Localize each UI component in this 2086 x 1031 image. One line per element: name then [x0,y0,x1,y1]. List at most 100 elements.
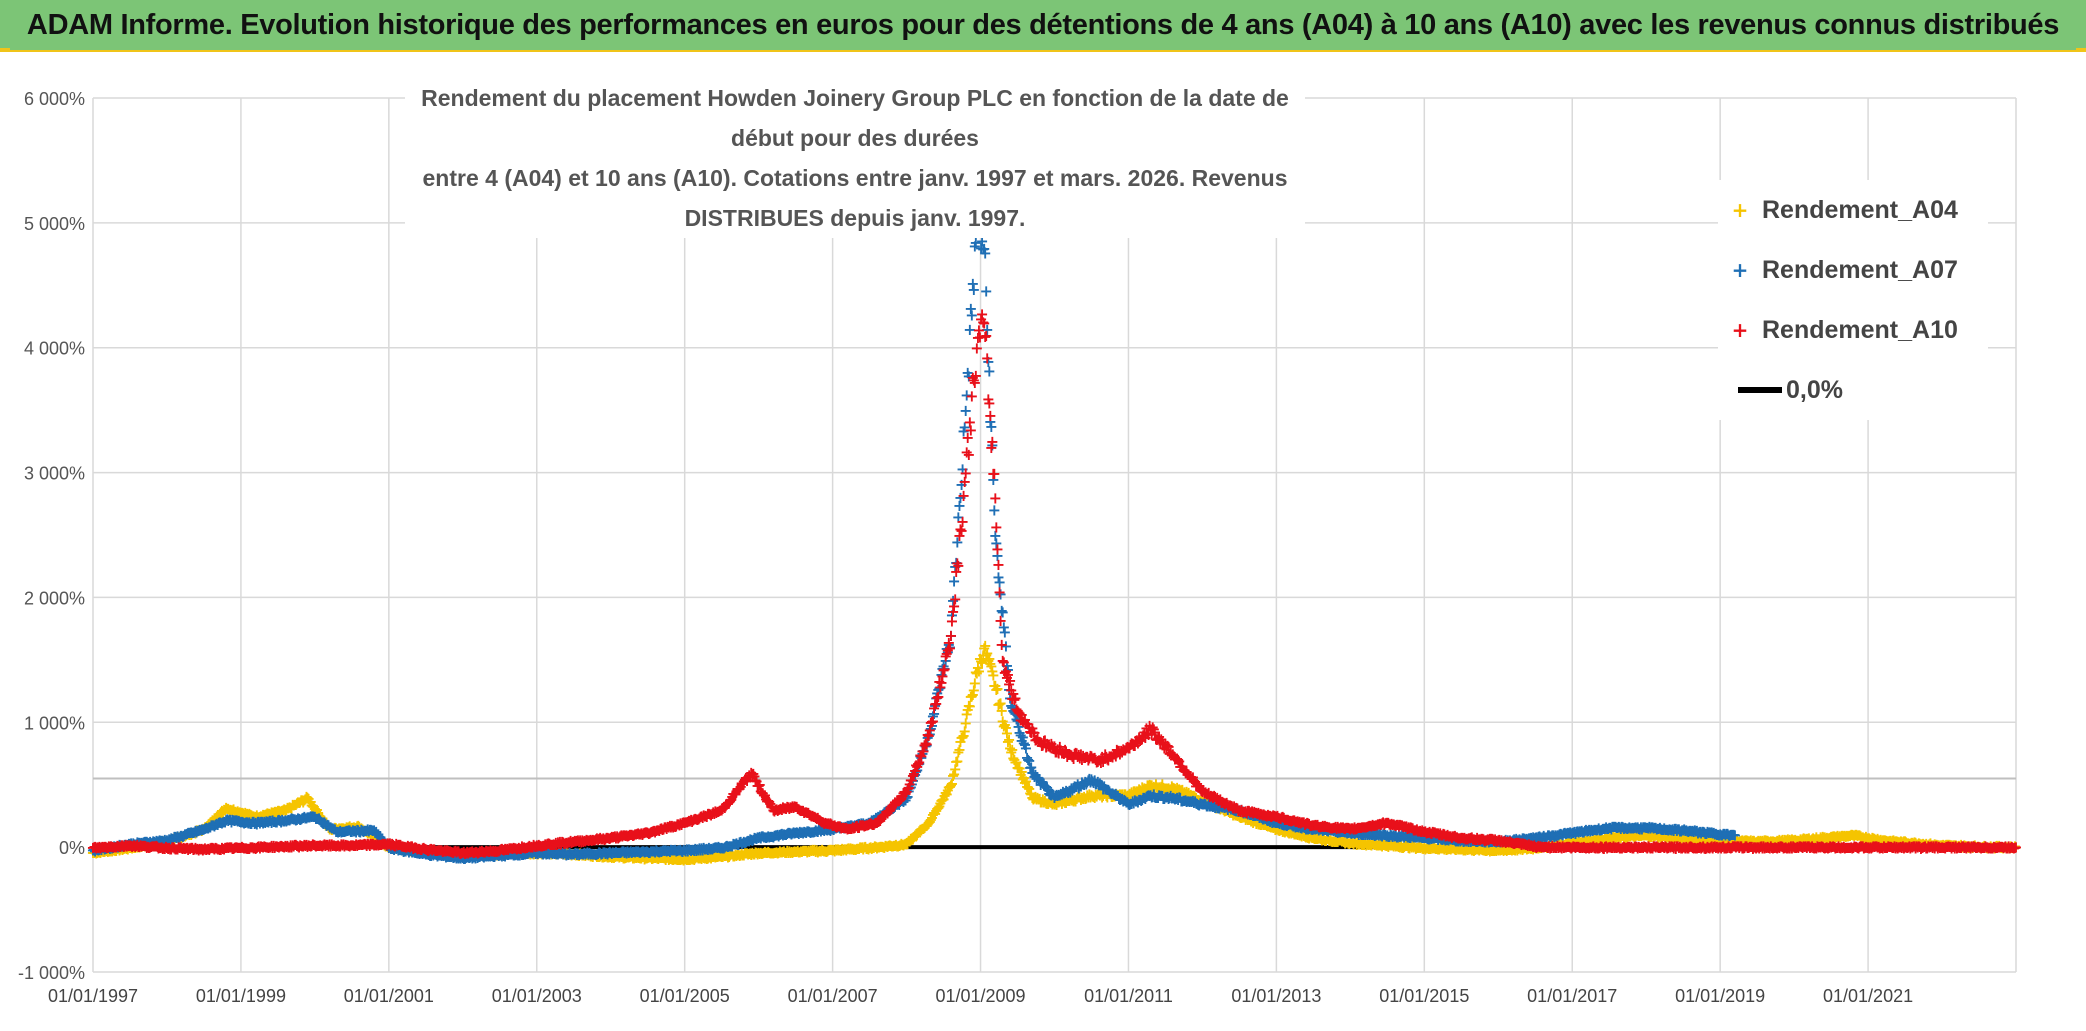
data-point: + [641,848,654,867]
data-point: + [1566,833,1579,852]
data-point: + [171,827,184,846]
data-point: + [956,512,969,531]
data-point: + [1085,786,1098,805]
data-point: + [185,825,198,844]
data-point: + [233,803,246,822]
data-point: + [217,800,230,819]
data-point: + [989,676,1002,695]
data-point: + [167,829,180,848]
data-point: + [242,805,255,824]
data-point: + [207,811,220,830]
data-point: + [141,834,154,853]
data-point: + [138,836,151,855]
data-point: + [1906,833,1919,852]
data-point: + [163,830,176,849]
data-point: + [967,280,980,299]
data-point: + [101,842,114,861]
data-point: + [182,825,195,844]
data-point: + [209,809,222,828]
data-point: + [189,823,202,842]
data-point: + [92,843,105,862]
data-point: + [104,840,117,859]
banner-corner-left [0,48,10,52]
data-point: + [100,841,113,860]
data-point: + [208,808,221,827]
data-point: + [203,814,216,833]
data-point: + [94,843,107,862]
data-point: + [990,517,1003,536]
data-point: + [148,835,161,854]
data-point: + [994,611,1007,630]
banner-title: ADAM Informe. Evolution historique des p… [27,9,2059,42]
data-point: + [218,801,231,820]
data-point: + [225,801,238,820]
data-point: + [1144,776,1157,795]
data-point: + [226,801,239,820]
data-point: + [151,833,164,852]
data-point: + [234,804,247,823]
data-point: + [232,803,245,822]
data-point: + [164,831,177,850]
data-point: + [173,827,186,846]
data-point: + [132,837,145,856]
data-point: + [187,823,200,842]
data-point: + [145,835,158,854]
data-point: + [323,819,336,838]
data-point: + [969,366,982,385]
banner-corner-right [2076,48,2086,52]
data-point: + [137,836,150,855]
data-point: + [1166,778,1179,797]
data-point: + [1529,838,1542,857]
data-point: + [106,840,119,859]
data-point: + [964,420,977,439]
data-point: + [992,555,1005,574]
data-point: + [170,828,183,847]
data-point: + [136,835,149,854]
data-point: + [108,841,121,860]
data-point: + [121,839,134,858]
data-point: + [1972,837,1985,856]
data-point: + [88,843,101,862]
data-point: + [989,489,1002,508]
data-point: + [152,832,165,851]
data-point: + [118,839,131,858]
data-point: + [247,807,260,826]
data-point: + [228,802,241,821]
data-point: + [86,843,99,862]
data-point: + [128,838,141,857]
data-point: + [212,807,225,826]
data-point: + [249,807,262,826]
data-point: + [97,842,110,861]
data-point: + [174,827,187,846]
data-point: + [206,810,219,829]
data-point: + [213,804,226,823]
data-point: + [900,834,913,853]
series-rendement_a04: + + +++ + +++ ++ + + + + + + + + + + + + + +++++++++ + + ++ +++… [86,636,2022,869]
data-point: + [168,829,181,848]
data-point: + [111,839,124,858]
data-point: + [194,821,207,840]
data-point: + [1639,826,1652,845]
data-point: + [382,838,395,857]
data-point: + [140,836,153,855]
data-point: + [89,844,102,863]
data-point: + [178,827,191,846]
data-point: + [193,821,206,840]
data-point: + [175,828,188,847]
data-point: + [958,722,971,741]
data-point: + [198,817,211,836]
data-point: + [99,841,112,860]
data-point: + [191,822,204,841]
data-point: + [159,832,172,851]
data-point: + [181,824,194,843]
data-point: + [237,805,250,824]
data-point: + [789,842,802,861]
data-point: + [493,844,506,863]
data-point: + [115,838,128,857]
data-point: + [153,834,166,853]
data-point: + [1003,738,1016,757]
data-point: + [229,802,242,821]
data-point: + [143,836,156,855]
data-point: + [133,838,146,857]
data-point: + [604,847,617,866]
